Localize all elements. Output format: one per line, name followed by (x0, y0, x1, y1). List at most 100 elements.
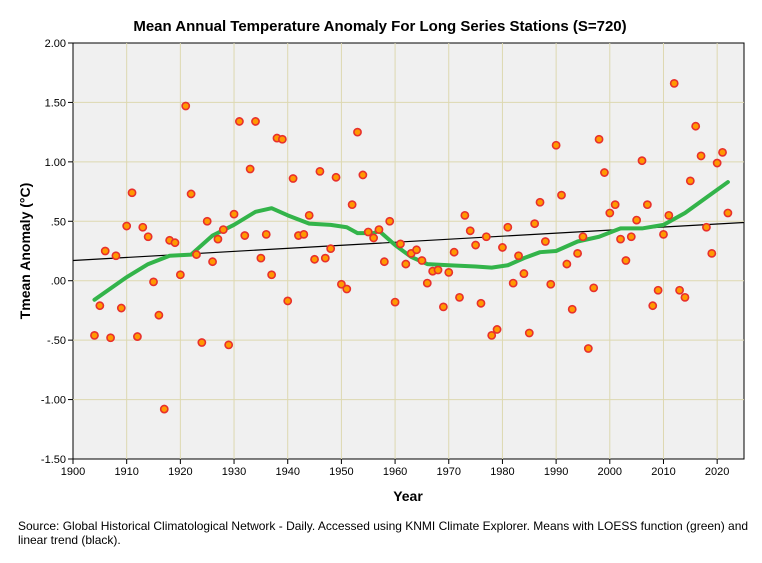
x-tick-label: 1990 (544, 466, 568, 478)
data-point (396, 239, 405, 249)
data-point (310, 254, 319, 264)
data-point (336, 279, 346, 289)
data-point (465, 226, 475, 236)
data-point (181, 101, 191, 111)
data-point (133, 332, 142, 341)
data-point (675, 285, 684, 295)
data-point (331, 172, 341, 182)
data-point (637, 156, 647, 166)
data-point (326, 244, 336, 254)
x-tick-label: 1940 (275, 466, 299, 478)
data-point (492, 325, 502, 334)
data-point (374, 225, 384, 235)
data-point (251, 117, 260, 126)
data-point (471, 240, 480, 250)
data-point (449, 247, 459, 257)
data-point (514, 251, 523, 261)
source-note: Source: Global Historical Climatological… (18, 519, 749, 547)
data-point (288, 174, 298, 183)
data-point (116, 303, 126, 313)
data-point (696, 151, 706, 161)
data-point (626, 232, 636, 242)
data-point (342, 284, 352, 294)
data-point (122, 221, 132, 231)
data-point (213, 234, 223, 244)
data-point (616, 234, 625, 244)
data-point (245, 164, 255, 174)
data-point (422, 278, 432, 288)
data-point (718, 147, 727, 157)
data-point (320, 253, 330, 263)
data-point (702, 222, 711, 232)
y-tick-label: -.50 (47, 335, 66, 347)
data-point (170, 238, 180, 248)
x-axis-label: Year (393, 488, 423, 504)
y-tick-label: 1.50 (45, 97, 66, 109)
y-tick-label: 1.00 (45, 157, 66, 169)
x-tick-label: 2020 (705, 466, 729, 478)
data-point (385, 216, 395, 226)
data-point (412, 245, 421, 255)
data-point (417, 256, 427, 265)
data-point (240, 231, 250, 240)
data-point (476, 298, 486, 308)
data-point (487, 330, 497, 340)
data-point (557, 190, 566, 200)
data-point (578, 232, 588, 242)
data-point (481, 232, 491, 242)
data-point (159, 404, 169, 414)
x-tick-label: 1910 (114, 466, 138, 478)
data-point (192, 250, 201, 259)
data-point (277, 134, 287, 144)
x-tick-label: 1930 (222, 466, 246, 478)
data-point (535, 197, 545, 207)
data-point (438, 302, 448, 312)
data-point (444, 267, 454, 277)
data-point (154, 310, 164, 320)
data-point (229, 209, 239, 219)
data-point (401, 259, 411, 269)
data-point (540, 237, 550, 246)
data-point (315, 166, 325, 176)
data-point (111, 251, 121, 261)
chart-title: Mean Annual Temperature Anomaly For Long… (133, 18, 626, 35)
data-point (723, 208, 733, 218)
y-axis-label: Tmean Anomaly (°C) (17, 183, 33, 320)
data-point (175, 270, 185, 280)
y-tick-label: -1.00 (41, 395, 66, 407)
data-point (224, 340, 234, 350)
x-tick-label: 1960 (383, 466, 407, 478)
data-point (664, 210, 674, 220)
data-point (642, 200, 652, 210)
y-tick-label: -1.50 (41, 454, 66, 466)
data-point (583, 344, 593, 353)
data-point (460, 210, 470, 220)
y-tick-label: .50 (51, 216, 66, 228)
y-tick-label: 2.00 (45, 38, 66, 50)
data-point (369, 233, 379, 243)
data-point (455, 292, 464, 302)
x-tick-label: 1980 (490, 466, 514, 478)
data-point (202, 216, 212, 226)
data-point (632, 215, 642, 225)
data-point (567, 304, 577, 314)
data-point (235, 117, 244, 126)
data-point (390, 297, 400, 307)
y-tick-label: .00 (51, 276, 66, 288)
data-point (610, 200, 620, 210)
data-point (261, 229, 271, 239)
data-point (267, 270, 277, 280)
data-point (707, 248, 717, 258)
data-point (503, 222, 513, 232)
x-tick-label: 1950 (329, 466, 353, 478)
data-point (347, 200, 357, 210)
data-point (508, 278, 518, 288)
data-point (524, 328, 534, 338)
data-point (600, 168, 609, 177)
data-point (208, 257, 217, 267)
data-point (218, 225, 228, 235)
data-point (353, 127, 362, 137)
data-point (680, 292, 690, 302)
data-point (433, 265, 443, 275)
data-point (100, 246, 110, 256)
